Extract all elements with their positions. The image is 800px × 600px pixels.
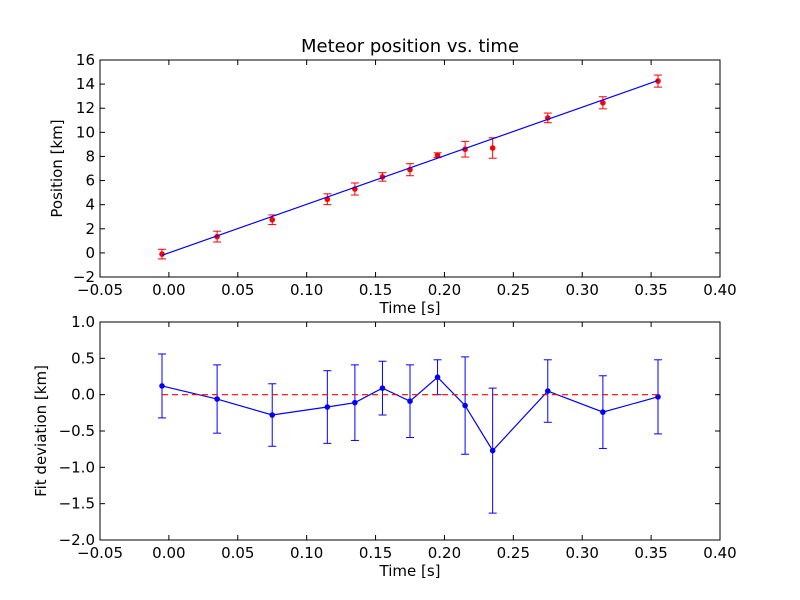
y-tick-label: 16: [76, 51, 95, 69]
y-tick-label: 8: [85, 147, 95, 165]
x-tick-label: 0.10: [290, 544, 323, 562]
data-point: [600, 409, 606, 415]
x-tick-label: 0.35: [634, 544, 667, 562]
y-tick-label: 1.0: [71, 313, 95, 331]
x-tick-label: 0.10: [290, 281, 323, 299]
x-tick-label: 0.00: [152, 281, 185, 299]
data-point: [269, 216, 276, 223]
x-axis-label: Time [s]: [379, 562, 441, 580]
chart-title: Meteor position vs. time: [301, 36, 519, 57]
x-tick-label: 0.05: [221, 281, 254, 299]
x-tick-label: 0.00: [152, 544, 185, 562]
position-chart: Meteor position vs. time Time [s] Positi…: [48, 36, 737, 317]
y-tick-label: 12: [76, 99, 95, 117]
y-axis-label: Position [km]: [48, 119, 66, 217]
y-tick-label: −2.0: [59, 531, 95, 549]
data-point: [214, 396, 220, 402]
data-point: [489, 145, 496, 151]
y-tick-label: 2: [85, 220, 95, 238]
data-point: [407, 398, 413, 405]
data-point: [269, 412, 276, 418]
y-tick-label: 10: [76, 123, 95, 141]
y-tick-label: −0.5: [59, 422, 95, 440]
y-tick-label: 0: [85, 244, 95, 262]
x-tick-label: 0.20: [428, 281, 461, 299]
x-tick-label: 0.25: [497, 544, 530, 562]
data-point: [434, 374, 441, 381]
y-tick-label: 4: [85, 196, 95, 214]
data-point: [434, 152, 441, 159]
x-tick-label: −0.05: [77, 281, 123, 299]
data-point: [489, 447, 496, 454]
data-point: [159, 251, 165, 257]
x-tick-label: 0.30: [566, 281, 599, 299]
y-tick-label: 6: [85, 172, 95, 190]
y-axis-label: Fit deviation [km]: [32, 365, 50, 497]
data-point: [600, 99, 606, 106]
data-point: [159, 383, 165, 389]
x-tick-label: 0.05: [221, 544, 254, 562]
data-point: [324, 404, 331, 410]
data-point: [462, 402, 468, 409]
x-tick-label: 0.15: [359, 281, 392, 299]
x-tick-label: 0.40: [703, 281, 736, 299]
y-tick-label: −2: [73, 268, 95, 286]
x-tick-label: −0.05: [77, 544, 123, 562]
y-tick-label: 0.0: [71, 386, 95, 404]
x-tick-label: 0.35: [634, 281, 667, 299]
y-tick-label: −1.5: [59, 495, 95, 513]
x-tick-label: 0.40: [703, 544, 736, 562]
x-tick-label: 0.30: [566, 544, 599, 562]
data-point: [352, 399, 358, 406]
y-tick-label: 14: [76, 75, 95, 93]
x-tick-label: 0.25: [497, 281, 530, 299]
x-axis-label: Time [s]: [379, 299, 441, 317]
fit-line: [161, 79, 659, 256]
deviation-chart: Time [s] Fit deviation [km] −0.05 0.00 0.0…: [32, 313, 737, 580]
data-point: [379, 385, 386, 391]
data-point: [544, 388, 551, 394]
x-tick-label: 0.15: [359, 544, 392, 562]
x-tick-label: 0.20: [428, 544, 461, 562]
y-tick-label: −1.0: [59, 458, 95, 476]
y-tick-label: 0.5: [71, 349, 95, 367]
